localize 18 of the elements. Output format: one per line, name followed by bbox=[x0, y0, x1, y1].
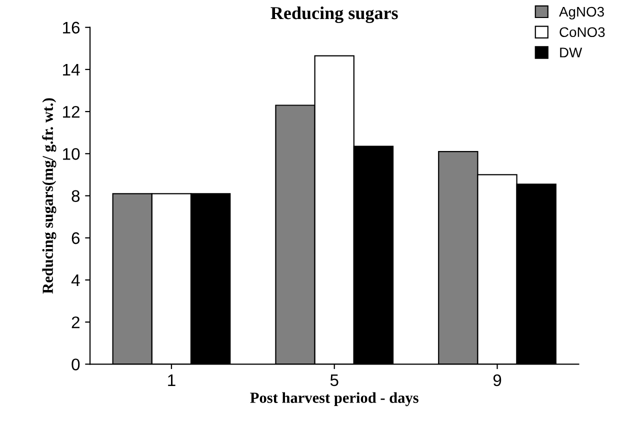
y-tick-label: 10 bbox=[63, 148, 80, 160]
legend-label: DW bbox=[560, 48, 582, 58]
legend-label: AgNO3 bbox=[559, 6, 604, 20]
y-axis-title: Reducing sugars(mg/ g.fr. wt.) bbox=[42, 98, 56, 294]
y-tick-label: 14 bbox=[63, 64, 80, 76]
y-tick-label: 16 bbox=[63, 22, 80, 34]
x-tick-label: 9 bbox=[493, 374, 502, 386]
y-tick-label: 2 bbox=[72, 316, 80, 328]
y-tick-label: 0 bbox=[72, 358, 80, 370]
x-tick-label: 1 bbox=[168, 374, 176, 386]
y-tick-label: 6 bbox=[72, 232, 80, 244]
legend-label: CoNO3 bbox=[560, 27, 605, 38]
y-tick-label: 12 bbox=[63, 106, 80, 118]
y-tick-label: 8 bbox=[72, 190, 80, 202]
y-tick-label: 4 bbox=[71, 274, 80, 286]
chart-title: Reducing sugars bbox=[270, 6, 398, 24]
x-axis-title: Post harvest period - days bbox=[250, 392, 418, 406]
x-tick-label: 5 bbox=[330, 374, 338, 386]
